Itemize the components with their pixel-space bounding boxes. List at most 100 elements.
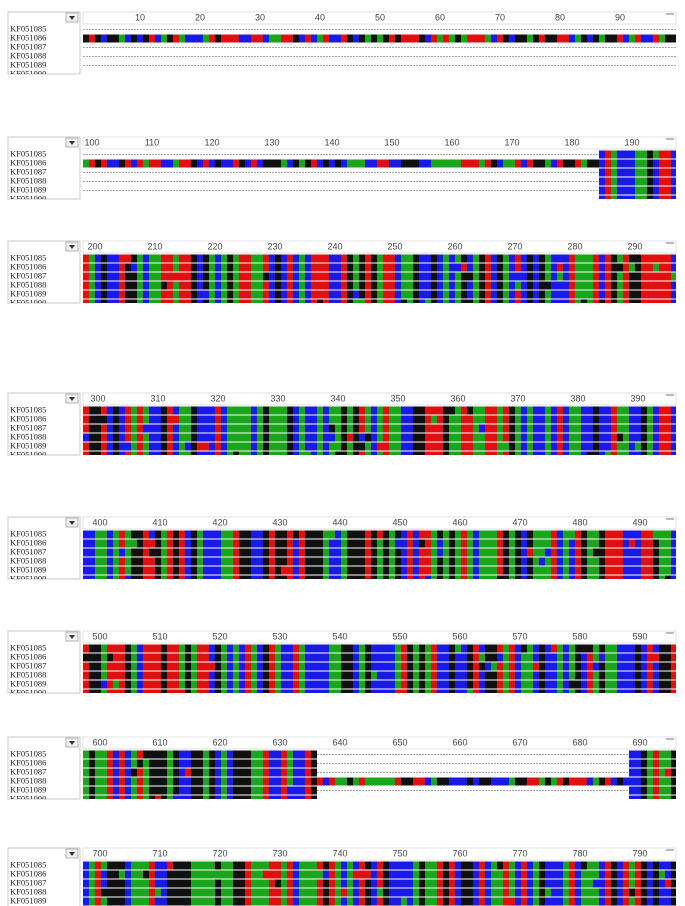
base-cell <box>671 557 676 566</box>
base-cell <box>431 433 437 442</box>
base-cell <box>371 263 377 272</box>
base-cell <box>455 539 461 548</box>
base-cell <box>287 644 293 653</box>
base-cell <box>275 870 281 879</box>
base-cell <box>425 566 431 575</box>
base-cell <box>443 433 449 442</box>
base-cell <box>107 768 113 777</box>
base-cell <box>143 888 149 897</box>
base-cell <box>563 290 569 299</box>
base-cell <box>257 254 263 263</box>
base-cell <box>593 299 599 303</box>
base-cell <box>299 159 305 168</box>
base-cell <box>107 750 113 759</box>
base-cell <box>389 575 395 579</box>
base-cell <box>101 530 107 539</box>
base-cell <box>527 159 533 168</box>
base-cell <box>437 451 443 455</box>
base-cell <box>275 424 281 433</box>
base-cell <box>449 451 455 455</box>
base-cell <box>227 768 233 777</box>
base-cell <box>617 451 623 455</box>
base-cell <box>269 680 275 689</box>
base-cell <box>335 290 341 299</box>
base-cell <box>335 870 341 879</box>
base-cell <box>359 897 365 906</box>
base-cell <box>161 644 167 653</box>
base-cell <box>629 168 635 177</box>
base-cell <box>641 186 647 195</box>
base-cell <box>503 897 509 906</box>
base-cell <box>437 254 443 263</box>
base-cell <box>533 539 539 548</box>
base-cell <box>617 662 623 671</box>
base-cell <box>179 768 185 777</box>
base-cell <box>443 415 449 424</box>
base-cell <box>269 777 275 786</box>
base-cell <box>167 299 173 303</box>
base-cell <box>425 689 431 693</box>
base-cell <box>149 566 155 575</box>
base-cell <box>629 299 635 303</box>
base-cell <box>407 557 413 566</box>
base-cell <box>527 442 533 451</box>
base-cell <box>377 566 383 575</box>
base-cell <box>89 575 95 579</box>
base-cell <box>329 290 335 299</box>
base-cell <box>143 644 149 653</box>
base-cell <box>227 759 233 768</box>
base-cell <box>329 566 335 575</box>
base-cell <box>539 548 545 557</box>
base-cell <box>653 662 659 671</box>
base-cell <box>383 689 389 693</box>
base-cell <box>449 870 455 879</box>
base-cell <box>113 254 119 263</box>
base-cell <box>119 415 125 424</box>
base-cell <box>395 557 401 566</box>
base-cell <box>443 888 449 897</box>
base-cell <box>467 897 473 906</box>
ruler-tick-label: 260 <box>447 241 462 251</box>
ruler-tick-label: 340 <box>330 393 345 403</box>
base-cell <box>143 433 149 442</box>
base-cell <box>659 424 665 433</box>
base-cell <box>257 290 263 299</box>
base-cell <box>431 254 437 263</box>
base-cell <box>239 671 245 680</box>
base-cell <box>305 680 311 689</box>
base-cell <box>215 159 221 168</box>
base-cell <box>131 442 137 451</box>
base-cell <box>371 548 377 557</box>
base-cell <box>665 433 671 442</box>
base-cell <box>623 281 629 290</box>
ruler-tick-label: 660 <box>452 737 467 747</box>
base-cell <box>371 888 377 897</box>
base-cell <box>161 653 167 662</box>
base-cell <box>557 861 563 870</box>
base-cell <box>233 759 239 768</box>
base-cell <box>569 671 575 680</box>
base-cell <box>413 290 419 299</box>
base-cell <box>479 671 485 680</box>
base-cell <box>113 424 119 433</box>
base-cell <box>131 644 137 653</box>
base-cell <box>611 415 617 424</box>
base-cell <box>395 263 401 272</box>
base-cell <box>671 290 676 299</box>
base-cell <box>473 424 479 433</box>
base-cell <box>623 442 629 451</box>
base-cell <box>233 548 239 557</box>
base-cell <box>131 530 137 539</box>
base-cell <box>671 879 676 888</box>
base-cell <box>653 777 659 786</box>
base-cell <box>407 281 413 290</box>
base-cell <box>479 575 485 579</box>
base-cell <box>461 254 467 263</box>
base-cell <box>605 195 611 199</box>
base-cell <box>269 662 275 671</box>
base-cell <box>83 451 89 455</box>
base-cell <box>125 159 131 168</box>
ruler <box>82 516 677 530</box>
base-cell <box>563 415 569 424</box>
base-cell <box>467 566 473 575</box>
